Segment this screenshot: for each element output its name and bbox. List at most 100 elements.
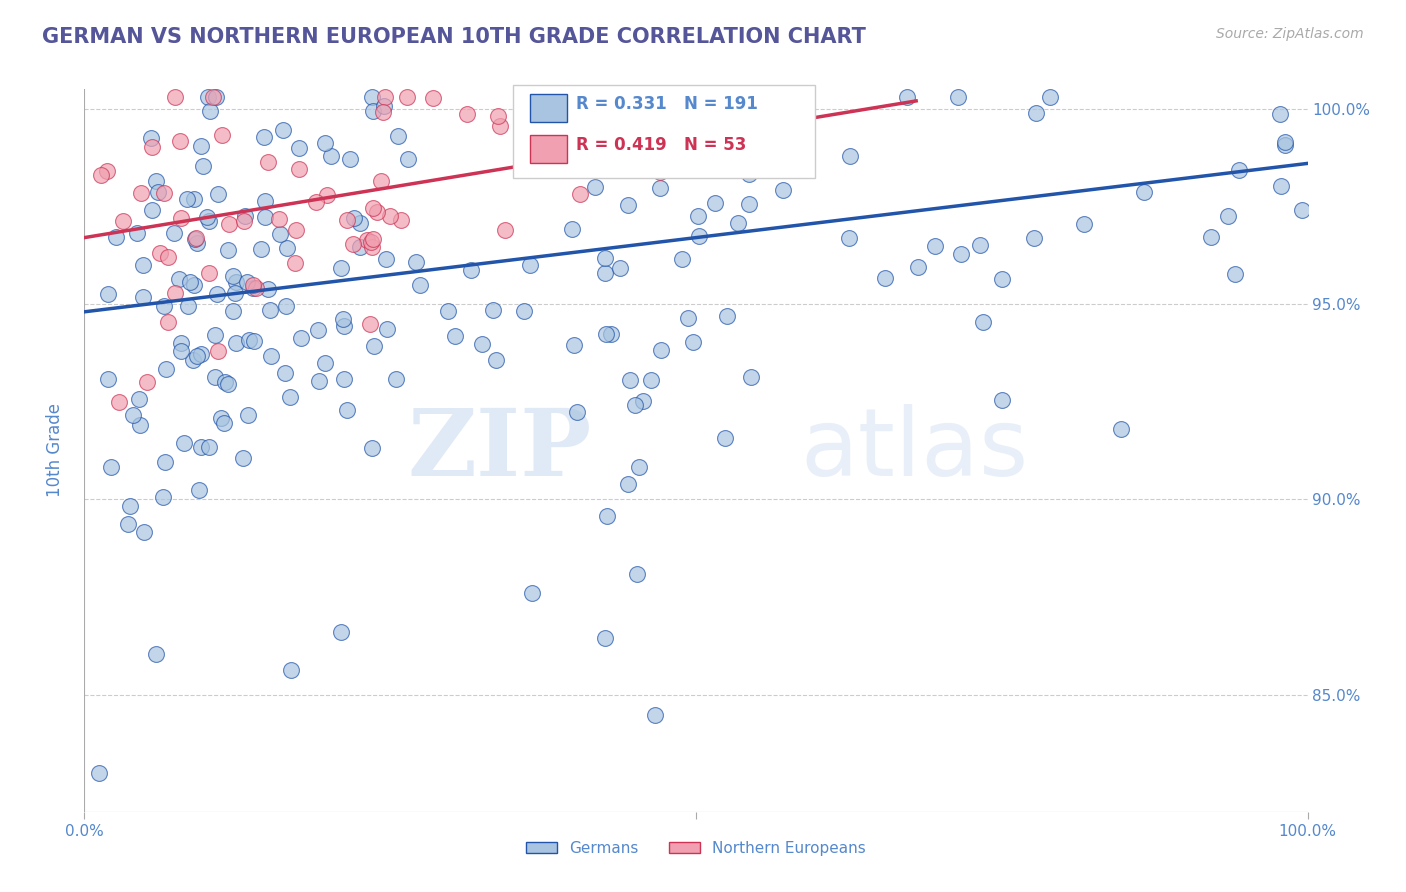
Point xyxy=(190,440,212,454)
Point xyxy=(460,262,482,277)
Point xyxy=(949,246,972,260)
Point xyxy=(259,302,281,317)
Point xyxy=(409,278,432,293)
Point xyxy=(489,119,512,133)
Point xyxy=(204,370,226,384)
Point xyxy=(907,260,929,275)
Point xyxy=(631,393,654,408)
Point xyxy=(343,211,366,225)
Point xyxy=(280,390,302,404)
Point xyxy=(600,326,623,341)
Point xyxy=(361,232,384,246)
Point xyxy=(212,416,235,430)
Point xyxy=(96,163,118,178)
Point xyxy=(254,194,277,208)
Point xyxy=(107,394,129,409)
Point xyxy=(170,336,193,351)
Point xyxy=(738,167,761,181)
Y-axis label: 10th Grade: 10th Grade xyxy=(45,403,63,498)
Point xyxy=(361,201,384,215)
Point xyxy=(249,242,271,256)
Point xyxy=(314,356,336,370)
Point xyxy=(593,252,616,266)
Point xyxy=(624,398,647,412)
Point xyxy=(1199,230,1222,244)
Point xyxy=(375,252,398,266)
Point xyxy=(330,625,353,640)
Point xyxy=(141,130,163,145)
Point xyxy=(396,90,419,104)
Point xyxy=(145,174,167,188)
Point xyxy=(561,221,583,235)
Point xyxy=(740,370,762,384)
Point xyxy=(146,186,169,200)
Point xyxy=(374,90,396,104)
Point xyxy=(97,287,120,301)
Point xyxy=(207,187,229,202)
Point xyxy=(217,377,239,392)
Point xyxy=(307,323,329,337)
Point xyxy=(235,276,257,290)
Point xyxy=(373,104,395,119)
Point xyxy=(485,353,508,368)
Point xyxy=(238,333,260,347)
Point xyxy=(571,143,593,157)
Point xyxy=(254,210,277,224)
Point xyxy=(201,90,224,104)
Point xyxy=(100,460,122,475)
Point xyxy=(122,409,145,423)
Point xyxy=(184,231,207,245)
Point xyxy=(678,310,700,325)
Point xyxy=(648,181,671,195)
Point xyxy=(204,328,226,343)
Point xyxy=(157,315,180,329)
Point xyxy=(380,209,402,223)
Point xyxy=(896,90,918,104)
Point xyxy=(583,180,606,194)
Point xyxy=(232,214,254,228)
Point xyxy=(242,281,264,295)
Text: atlas: atlas xyxy=(800,404,1028,497)
Point xyxy=(141,203,163,218)
Point xyxy=(305,194,328,209)
Point xyxy=(972,315,994,329)
Point xyxy=(716,310,738,324)
Point xyxy=(253,130,276,145)
Point xyxy=(259,349,281,363)
Point xyxy=(267,211,290,226)
Point xyxy=(366,205,388,219)
Point xyxy=(1223,267,1246,281)
Text: R = 0.419   N = 53: R = 0.419 N = 53 xyxy=(576,136,747,154)
Point xyxy=(155,362,177,376)
Point xyxy=(336,213,359,227)
Point xyxy=(184,231,207,245)
Point xyxy=(626,567,648,582)
Point xyxy=(471,337,494,351)
Point xyxy=(232,451,254,466)
Point xyxy=(342,237,364,252)
Point xyxy=(290,331,312,345)
Point xyxy=(288,141,311,155)
Point xyxy=(644,708,666,723)
Point xyxy=(181,353,204,368)
Point xyxy=(437,304,460,318)
Legend: Germans, Northern Europeans: Germans, Northern Europeans xyxy=(520,835,872,862)
Point xyxy=(405,255,427,269)
Point xyxy=(209,410,232,425)
Point xyxy=(273,367,295,381)
Point xyxy=(125,226,148,240)
Point xyxy=(1133,185,1156,199)
Point xyxy=(389,213,412,227)
Point xyxy=(361,441,384,455)
Point xyxy=(152,490,174,504)
Point xyxy=(284,256,307,270)
Point xyxy=(596,509,619,524)
Point xyxy=(519,258,541,272)
Point xyxy=(648,165,671,179)
Text: R = 0.331   N = 191: R = 0.331 N = 191 xyxy=(576,95,758,113)
Point xyxy=(257,282,280,296)
Point xyxy=(671,252,693,266)
Point xyxy=(153,299,176,313)
Point xyxy=(385,372,408,386)
Point xyxy=(682,334,704,349)
